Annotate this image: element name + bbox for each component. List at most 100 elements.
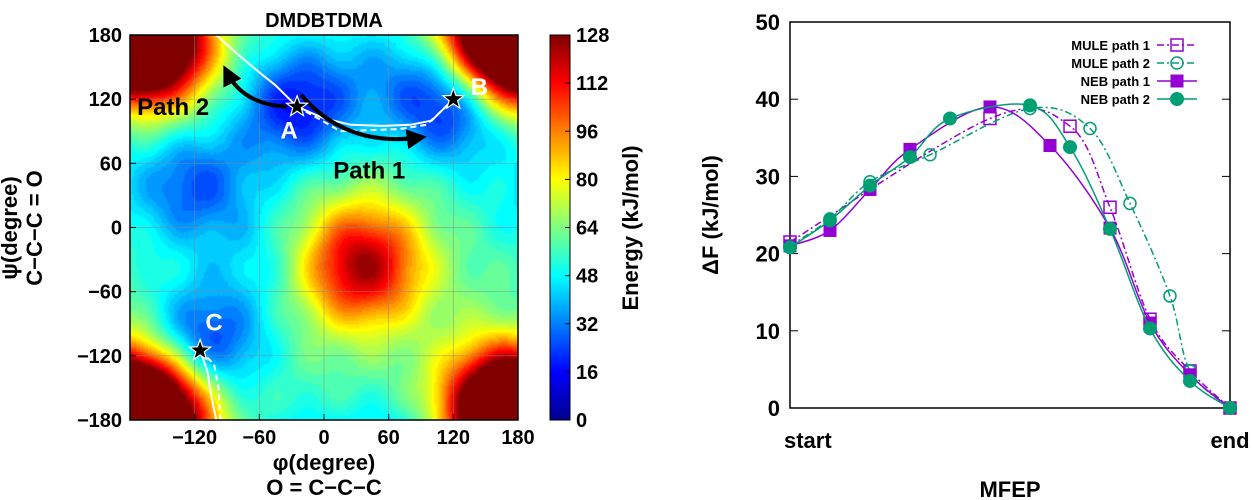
data-point	[783, 240, 797, 255]
series-2	[783, 101, 1237, 415]
colorbar-tick-label: 16	[576, 362, 598, 384]
profile-x-tick-label-start: start	[784, 428, 832, 453]
colorbar-tick-label: 64	[576, 218, 599, 240]
legend-marker	[1170, 74, 1184, 88]
map-paths	[199, 35, 455, 420]
mule-path-line	[199, 349, 222, 420]
profile-legend: MULE path 1 MULE path 2 NEB path 1 NEB path…	[1071, 38, 1197, 107]
series-line	[789, 106, 1231, 409]
data-point	[862, 178, 877, 193]
map-x-sublabel: O = C−C−C	[266, 475, 382, 500]
data-point	[923, 148, 937, 162]
data-point	[1183, 373, 1198, 388]
legend-marker	[1170, 56, 1184, 70]
series-3	[783, 100, 1237, 415]
map-y-tick-label: −180	[77, 410, 122, 432]
profile-y-tick-label: 50	[756, 10, 780, 35]
profile-x-label: MFEP	[979, 477, 1040, 500]
mule-path-line	[215, 35, 455, 127]
profile-y-label: ΔF (kJ/mol)	[698, 155, 723, 275]
map-x-tick-label: 0	[318, 427, 329, 449]
minimum-label-c: C	[205, 309, 222, 336]
path-annotations: Path 2 Path 1	[137, 94, 405, 184]
mule-path-line	[199, 350, 218, 420]
minima-labels: A B C	[205, 74, 488, 336]
legend-label: NEB path 2	[1081, 92, 1150, 107]
path-2-annotation: Path 2	[137, 94, 209, 121]
minimum-star	[187, 337, 213, 361]
data-point	[1103, 200, 1117, 215]
map-y-label: ψ(degree)	[0, 176, 22, 279]
minimum-star	[284, 93, 310, 118]
colorbar-tick-label: 48	[576, 266, 598, 288]
series-line	[789, 106, 1231, 409]
profile-y-tick-label: 40	[756, 87, 780, 112]
path-1-annotation: Path 1	[333, 157, 405, 184]
map-y-ticks: 180 120 60 0 −60 −120 −180	[77, 25, 136, 432]
map-x-tick-label: 60	[378, 427, 400, 449]
minimum-label-b: B	[471, 74, 488, 101]
profile-x-ticks: start end	[784, 428, 1250, 453]
data-point	[1063, 140, 1078, 155]
profile-y-ticks: 0 10 20 30 40 50	[756, 10, 1230, 421]
colorbar-tick-label: 32	[576, 314, 598, 336]
data-point	[1143, 321, 1158, 336]
map-y-tick-label: 0	[111, 218, 122, 240]
map-grid	[130, 35, 518, 420]
data-point	[822, 213, 837, 228]
data-point	[1083, 121, 1097, 136]
map-y-tick-label: 120	[89, 89, 122, 111]
map-y-sublabel: C−C−C = O	[22, 170, 47, 286]
legend-label: MULE path 2	[1071, 56, 1150, 71]
profile-y-tick-label: 20	[756, 242, 780, 267]
map-x-tick-label: 120	[437, 427, 470, 449]
colorbar-tick-label: 112	[576, 73, 608, 95]
map-y-tick-label: 180	[89, 25, 122, 47]
colorbar-tick-label: 96	[576, 121, 598, 143]
data-point	[1223, 401, 1237, 415]
series-line	[789, 107, 1231, 409]
colorbar-tick-label: 0	[576, 410, 587, 432]
map-x-label: φ(degree)	[273, 450, 376, 475]
data-point	[902, 150, 917, 165]
data-point	[1063, 119, 1077, 133]
colorbar-ticks: 128 112 96 80 64 48 32 16 0	[565, 25, 609, 432]
minimum-label-a: A	[280, 118, 297, 145]
map-x-tick-label: 180	[501, 427, 534, 449]
map-y-tick-label: −120	[77, 346, 122, 368]
data-point	[1023, 98, 1038, 113]
data-point	[1103, 221, 1118, 236]
map-arrows	[223, 65, 427, 150]
series-1	[783, 107, 1237, 415]
legend-label: NEB path 1	[1081, 74, 1150, 89]
map-x-tick-label: −60	[242, 427, 276, 449]
colorbar-label: Energy (kJ/mol)	[618, 145, 643, 310]
data-point	[1123, 196, 1137, 211]
colorbar-tick-label: 80	[576, 169, 598, 191]
energy-colorbar: 128 112 96 80 64 48 32 16 0 Energy (kJ/mol)	[549, 25, 643, 432]
minima-stars	[187, 86, 466, 361]
legend-label: MULE path 1	[1071, 38, 1150, 53]
profile-x-tick-label-end: end	[1210, 428, 1249, 453]
series-line	[789, 103, 1231, 409]
path-1-arrow	[299, 93, 427, 150]
data-point	[942, 111, 957, 126]
path-2-arrow	[223, 65, 288, 109]
profile-frame	[789, 21, 1231, 409]
map-title: DMDBTDMA	[265, 10, 383, 32]
map-y-tick-label: −60	[88, 282, 122, 304]
legend-marker	[1170, 92, 1184, 106]
legend-marker	[1170, 38, 1184, 52]
minimum-star	[441, 86, 466, 110]
colorbar-tick-label: 128	[576, 25, 609, 47]
map-y-tick-label: 60	[100, 153, 122, 175]
data-point	[1163, 289, 1177, 303]
profile-series	[783, 98, 1237, 415]
map-x-tick-label: −120	[172, 427, 217, 449]
mule-path-line	[296, 98, 455, 133]
profile-y-tick-label: 10	[756, 319, 780, 344]
data-point	[1043, 139, 1057, 153]
series-4	[783, 98, 1237, 415]
